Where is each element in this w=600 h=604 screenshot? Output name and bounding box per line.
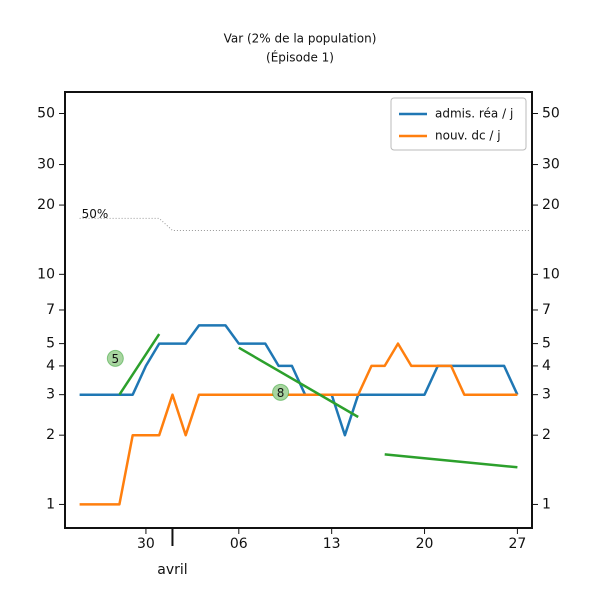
- y-tick-label: 2: [46, 427, 55, 443]
- y-tick-label-right: 2: [542, 427, 551, 443]
- y-tick-label-right: 20: [542, 197, 560, 213]
- y-tick-label-right: 30: [542, 157, 560, 173]
- trend-line: [118, 333, 161, 396]
- trend-badge: [106, 349, 124, 367]
- y-tick-label-right: 50: [542, 105, 560, 121]
- y-tick-label: 1: [46, 496, 55, 512]
- x-tick-label: 27: [508, 536, 526, 552]
- legend-label: admis. réa / j: [435, 107, 513, 121]
- month-label: avril: [157, 562, 187, 578]
- y-tick-label: 20: [37, 197, 55, 213]
- y-tick-label: 5: [46, 336, 55, 352]
- y-tick-label: 4: [46, 358, 55, 374]
- y-tick-label-right: 4: [542, 358, 551, 374]
- y-tick-label-right: 1: [542, 496, 551, 512]
- series-line: [79, 324, 519, 437]
- trend-badge: [272, 383, 290, 401]
- x-tick-label: 30: [137, 536, 155, 552]
- trend-label: 8: [277, 386, 285, 400]
- y-tick-label-right: 3: [542, 387, 551, 403]
- x-tick-label: 13: [323, 536, 341, 552]
- y-tick-label: 3: [46, 387, 55, 403]
- chart-subtitle: (Épisode 1): [266, 50, 334, 65]
- legend-label: nouv. dc / j: [435, 129, 501, 143]
- y-tick-label: 7: [46, 302, 55, 318]
- trend-line: [238, 346, 359, 419]
- trend-line: [384, 453, 518, 469]
- y-tick-label: 10: [37, 266, 55, 282]
- reference-line: [79, 217, 531, 231]
- y-tick-label: 30: [37, 157, 55, 173]
- x-tick-label: 06: [230, 536, 248, 552]
- y-tick-label-right: 7: [542, 302, 551, 318]
- x-tick-label: 20: [416, 536, 434, 552]
- series-line: [79, 342, 518, 506]
- trend-label: 5: [112, 352, 120, 366]
- y-tick-label: 50: [37, 105, 55, 121]
- reference-label: 50%: [82, 207, 109, 221]
- y-tick-label-right: 10: [542, 266, 560, 282]
- y-tick-label-right: 5: [542, 336, 551, 352]
- chart-title: Var (2% de la population): [224, 32, 377, 46]
